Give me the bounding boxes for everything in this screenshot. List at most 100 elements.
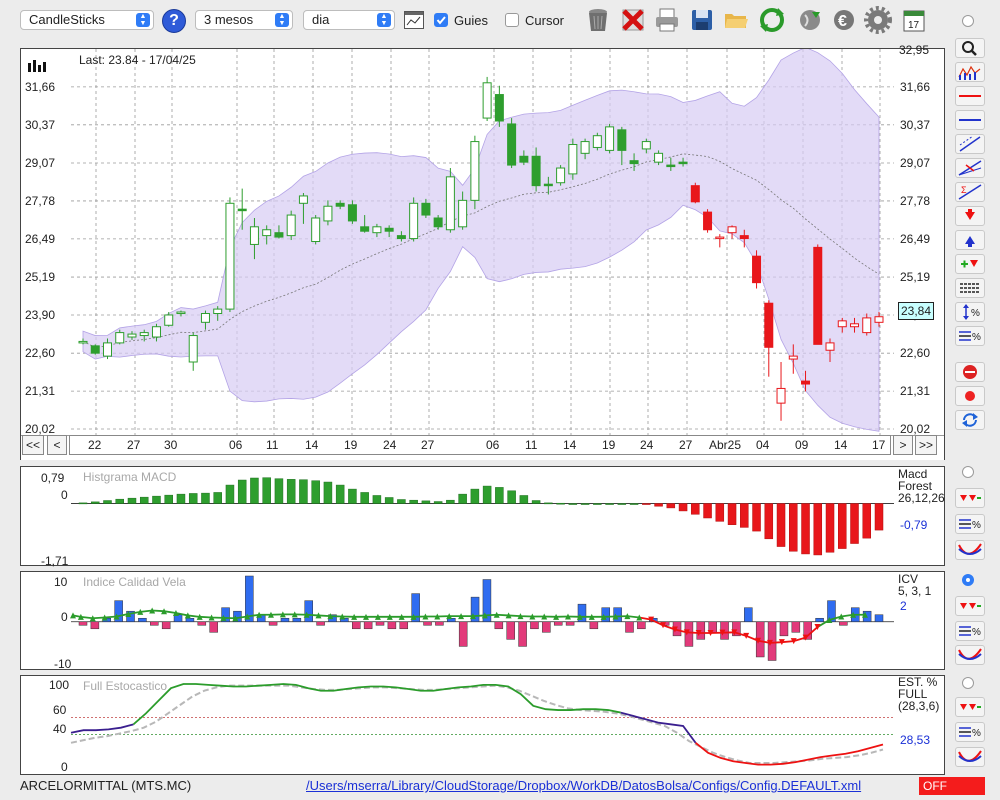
candle-body[interactable] — [115, 332, 125, 344]
macd-chart[interactable] — [21, 467, 944, 565]
candle-body[interactable] — [703, 211, 713, 231]
trend-channel-button[interactable] — [955, 134, 985, 154]
candle-body[interactable] — [470, 141, 480, 201]
icv-curve-button[interactable] — [955, 645, 985, 665]
period-select[interactable]: 3 mesos ▲ ▼ — [195, 10, 293, 30]
panel-radio-icv[interactable] — [962, 574, 974, 586]
candle-body[interactable] — [531, 155, 541, 187]
blue-line-button[interactable] — [955, 110, 985, 130]
candle-body[interactable] — [213, 308, 223, 315]
candle-body[interactable] — [654, 152, 664, 163]
candle-body[interactable] — [678, 161, 688, 165]
candle-body[interactable] — [690, 185, 700, 203]
candle-body[interactable] — [458, 199, 468, 228]
stoch-percent-button[interactable]: % — [955, 722, 985, 742]
help-icon[interactable]: ? — [162, 9, 186, 33]
fan-button[interactable] — [955, 158, 985, 178]
candle-body[interactable] — [311, 217, 321, 242]
candle-body[interactable] — [850, 323, 860, 328]
stoch-chart[interactable] — [21, 676, 944, 774]
candle-body[interactable] — [225, 202, 235, 310]
candle-body[interactable] — [249, 226, 259, 245]
nav-prev-button[interactable]: < — [47, 435, 67, 455]
candle-body[interactable] — [360, 226, 370, 232]
record-button[interactable] — [955, 386, 985, 406]
candle-body[interactable] — [347, 204, 357, 222]
icv-percent-button[interactable]: % — [955, 621, 985, 641]
candle-body[interactable] — [813, 246, 823, 345]
candle-body[interactable] — [335, 202, 345, 207]
candle-body[interactable] — [788, 355, 798, 360]
candle-body[interactable] — [396, 235, 406, 240]
levels-button[interactable] — [955, 278, 985, 298]
percent-range-button[interactable]: % — [955, 302, 985, 322]
candle-body[interactable] — [494, 94, 504, 122]
trash-icon[interactable] — [584, 6, 612, 34]
stoch-curve-button[interactable] — [955, 747, 985, 767]
candle-body[interactable] — [323, 205, 333, 222]
config-path-link[interactable]: /Users/mserra/Library/CloudStorage/Dropb… — [306, 778, 862, 793]
candle-body[interactable] — [127, 333, 137, 338]
candle-body[interactable] — [384, 227, 394, 232]
percent-lines-button[interactable]: % — [955, 326, 985, 346]
calendar-icon[interactable]: 17 — [900, 6, 928, 34]
candle-body[interactable] — [764, 302, 774, 348]
candle-body[interactable] — [151, 326, 161, 338]
candle-body[interactable] — [862, 317, 872, 334]
candle-body[interactable] — [568, 144, 578, 175]
candle-body[interactable] — [776, 387, 786, 404]
nav-last-button[interactable]: >> — [915, 435, 937, 455]
macd-percent-button[interactable]: % — [955, 514, 985, 534]
candle-body[interactable] — [90, 345, 100, 354]
refresh-icon[interactable] — [758, 6, 786, 34]
nav-first-button[interactable]: << — [22, 435, 44, 455]
macd-curve-button[interactable] — [955, 540, 985, 560]
candle-body[interactable] — [372, 226, 382, 234]
stop-button[interactable] — [955, 362, 985, 382]
candle-body[interactable] — [715, 236, 725, 240]
guides-checkbox[interactable] — [434, 13, 448, 27]
cursor-checkbox[interactable] — [505, 13, 519, 27]
icv-signals-button[interactable] — [955, 596, 985, 616]
candle-body[interactable] — [519, 155, 529, 163]
icv-chart[interactable] — [21, 572, 944, 669]
nav-next-button[interactable]: > — [893, 435, 913, 455]
candle-body[interactable] — [507, 123, 517, 166]
candle-body[interactable] — [543, 183, 553, 187]
candle-body[interactable] — [482, 82, 492, 119]
candle-body[interactable] — [641, 141, 651, 150]
candle-body[interactable] — [617, 129, 627, 151]
candle-body[interactable] — [78, 340, 88, 344]
candle-body[interactable] — [445, 176, 455, 231]
candle-body[interactable] — [666, 164, 676, 168]
panel-radio-price[interactable] — [962, 15, 974, 27]
save-icon[interactable] — [688, 6, 716, 34]
chart-window-icon[interactable] — [404, 11, 424, 29]
candle-body[interactable] — [433, 217, 443, 228]
sell-arrow-button[interactable] — [955, 206, 985, 226]
candle-body[interactable] — [727, 226, 737, 234]
zoom-button[interactable] — [955, 38, 985, 58]
gear-icon[interactable] — [864, 6, 892, 34]
candle-body[interactable] — [629, 160, 639, 165]
macd-signals-button[interactable] — [955, 488, 985, 508]
candle-body[interactable] — [274, 232, 284, 238]
timeline-scrollbar[interactable] — [69, 435, 891, 455]
euro-icon[interactable]: € — [830, 6, 858, 34]
candle-body[interactable] — [739, 235, 749, 240]
candle-body[interactable] — [176, 311, 186, 315]
candle-body[interactable] — [752, 255, 762, 284]
candle-body[interactable] — [421, 202, 431, 216]
stoch-signals-button[interactable] — [955, 697, 985, 717]
interval-select[interactable]: dia ▲ ▼ — [303, 10, 395, 30]
panel-radio-macd[interactable] — [962, 466, 974, 478]
candle-body[interactable] — [605, 126, 615, 151]
candle-body[interactable] — [286, 214, 296, 237]
candle-body[interactable] — [874, 316, 884, 323]
red-line-button[interactable] — [955, 86, 985, 106]
folder-open-icon[interactable] — [722, 6, 750, 34]
candle-body[interactable] — [556, 167, 566, 184]
candle-body[interactable] — [200, 313, 210, 323]
candle-body[interactable] — [298, 195, 308, 204]
candle-body[interactable] — [139, 332, 149, 337]
